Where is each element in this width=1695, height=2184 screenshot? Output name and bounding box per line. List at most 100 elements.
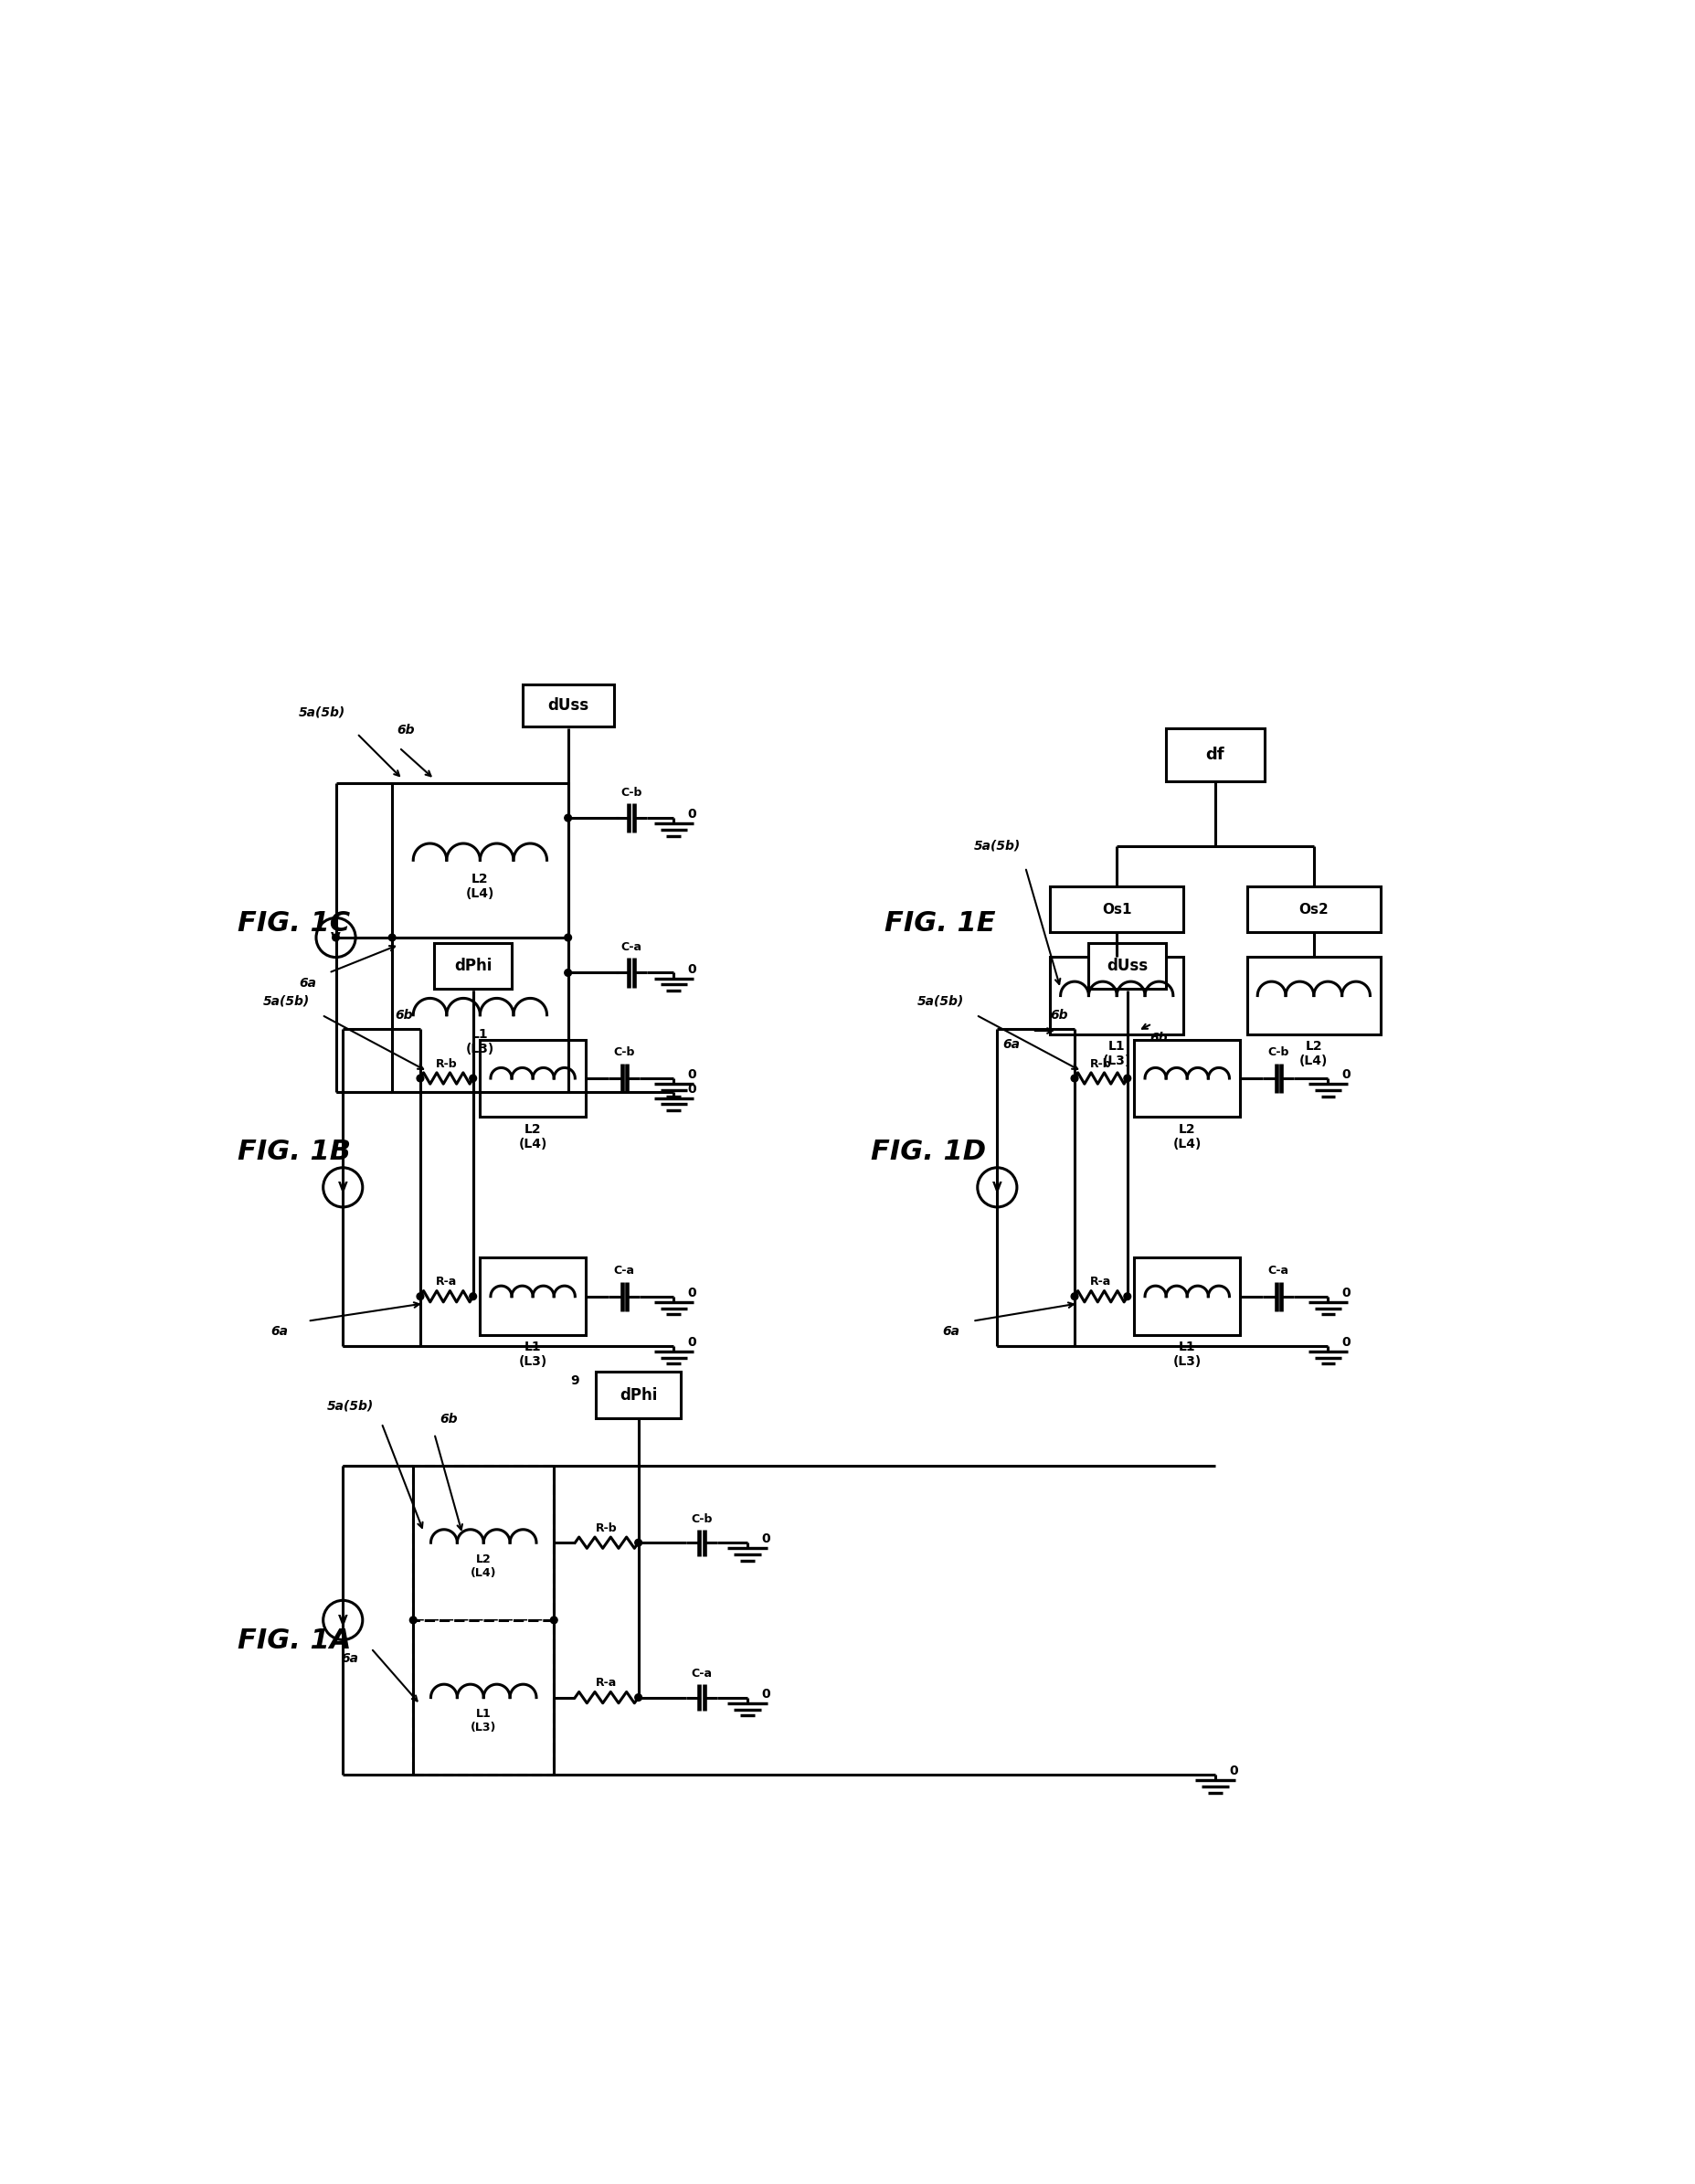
Text: C-b: C-b [614, 1046, 634, 1059]
Circle shape [1071, 1293, 1078, 1299]
Circle shape [470, 1293, 476, 1299]
Bar [414, 1621, 554, 1776]
Text: R-b: R-b [595, 1522, 617, 1533]
Text: dPhi: dPhi [619, 1387, 658, 1402]
Bar [1049, 957, 1183, 1035]
Text: V: V [337, 1182, 347, 1195]
Circle shape [634, 1540, 641, 1546]
Text: L1
(L3): L1 (L3) [471, 1708, 497, 1734]
Text: FIG. 1A: FIG. 1A [237, 1627, 351, 1655]
Text: FIG. 1B: FIG. 1B [237, 1138, 351, 1166]
Text: L1
(L3): L1 (L3) [519, 1341, 547, 1369]
Circle shape [417, 1293, 424, 1299]
Text: 6a: 6a [298, 976, 317, 989]
Text: 6a: 6a [942, 1326, 959, 1339]
Text: R-b: R-b [436, 1057, 458, 1070]
Circle shape [332, 935, 339, 941]
Bar [480, 1258, 585, 1334]
Bar [1088, 943, 1166, 989]
Text: 5a(5b): 5a(5b) [298, 705, 346, 719]
Circle shape [1124, 1075, 1131, 1081]
Bar [480, 1040, 585, 1116]
Text: L2
(L4): L2 (L4) [466, 874, 495, 900]
Text: 0: 0 [1341, 1068, 1349, 1081]
Circle shape [1071, 1075, 1078, 1081]
Bar [414, 1465, 554, 1621]
Text: FIG. 1E: FIG. 1E [885, 911, 995, 937]
Text: 0: 0 [1229, 1765, 1237, 1778]
Text: 0: 0 [686, 1337, 697, 1348]
Text: 5a(5b): 5a(5b) [917, 994, 964, 1007]
Circle shape [470, 1075, 476, 1081]
Text: R-a: R-a [595, 1677, 617, 1688]
Circle shape [410, 1616, 417, 1623]
Bar [1246, 957, 1380, 1035]
Text: 0: 0 [686, 1068, 697, 1081]
Text: 0: 0 [761, 1688, 770, 1701]
Text: 6a: 6a [341, 1653, 358, 1664]
Text: 6b: 6b [397, 723, 415, 736]
Text: FIG. 1C: FIG. 1C [237, 911, 349, 937]
Text: 6a: 6a [271, 1326, 288, 1339]
Text: dUss: dUss [1107, 957, 1148, 974]
Bar [392, 782, 568, 937]
Text: L2
(L4): L2 (L4) [1298, 1040, 1327, 1068]
Circle shape [388, 935, 395, 941]
Text: 6a: 6a [1002, 1037, 1019, 1051]
Text: C-b: C-b [1268, 1046, 1288, 1059]
Text: L1
(L3): L1 (L3) [1173, 1341, 1200, 1369]
Text: 5a(5b): 5a(5b) [327, 1400, 373, 1411]
Bar [1134, 1258, 1239, 1334]
Circle shape [1124, 1293, 1131, 1299]
Circle shape [564, 815, 571, 821]
Text: 0: 0 [686, 1083, 697, 1094]
Text: 6b: 6b [1049, 1009, 1066, 1022]
Text: L2
(L4): L2 (L4) [470, 1553, 497, 1579]
Bar [597, 1372, 680, 1417]
Text: 0: 0 [1341, 1337, 1349, 1348]
Text: 0: 0 [686, 963, 697, 976]
Text: 6b: 6b [395, 1009, 414, 1022]
Circle shape [634, 1695, 641, 1701]
Bar [1246, 887, 1380, 933]
Text: C-a: C-a [1268, 1265, 1288, 1278]
Text: L2
(L4): L2 (L4) [1173, 1123, 1200, 1151]
Text: df: df [1205, 747, 1224, 762]
Text: 5a(5b): 5a(5b) [263, 994, 310, 1007]
Circle shape [551, 1616, 558, 1623]
Text: V: V [331, 930, 341, 943]
Circle shape [564, 935, 571, 941]
Text: 6b: 6b [1149, 1031, 1168, 1044]
Bar [1166, 727, 1264, 782]
Text: FIG. 1D: FIG. 1D [870, 1138, 985, 1166]
Bar [1134, 1040, 1239, 1116]
Text: dPhi: dPhi [454, 957, 492, 974]
Text: C-a: C-a [620, 941, 641, 952]
Text: 0: 0 [1341, 1286, 1349, 1299]
Text: 5a(5b): 5a(5b) [973, 839, 1020, 852]
Bar [434, 943, 512, 989]
Circle shape [417, 1075, 424, 1081]
Text: 0: 0 [686, 1286, 697, 1299]
Text: dUss: dUss [547, 697, 588, 714]
Circle shape [564, 970, 571, 976]
Text: L1
(L3): L1 (L3) [466, 1029, 493, 1055]
Text: L2
(L4): L2 (L4) [519, 1123, 547, 1151]
Text: C-b: C-b [690, 1514, 712, 1524]
Text: R-a: R-a [436, 1275, 458, 1289]
Text: 0: 0 [686, 808, 697, 821]
Text: C-a: C-a [614, 1265, 634, 1278]
Text: R-a: R-a [1090, 1275, 1110, 1289]
Text: Os1: Os1 [1102, 902, 1131, 917]
Text: C-b: C-b [620, 786, 642, 797]
Bar [392, 937, 568, 1092]
Bar [1049, 887, 1183, 933]
Text: 0: 0 [761, 1533, 770, 1546]
Text: Os2: Os2 [1298, 902, 1329, 917]
Text: V: V [992, 1182, 1002, 1195]
Bar [522, 684, 614, 727]
Text: V: V [337, 1614, 347, 1627]
Text: C-a: C-a [692, 1669, 712, 1679]
Text: 9: 9 [570, 1374, 580, 1387]
Text: 6b: 6b [439, 1413, 458, 1426]
